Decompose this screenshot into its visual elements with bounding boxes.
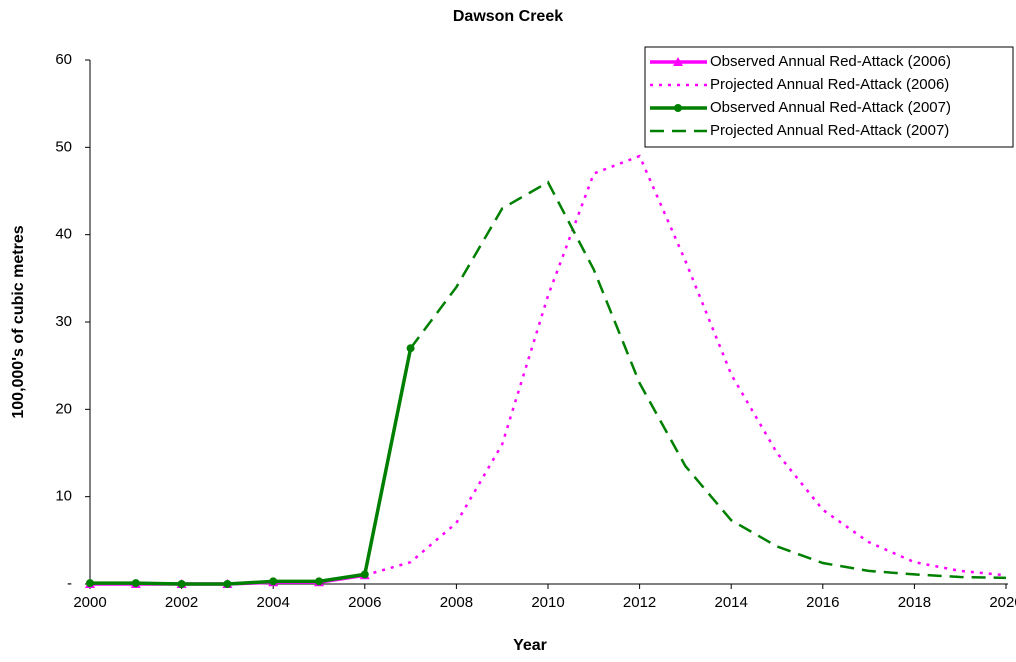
x-tick-label: 2008 <box>440 594 473 611</box>
y-tick-label: 50 <box>55 138 72 155</box>
y-tick-label: - <box>67 575 72 592</box>
marker <box>86 579 94 588</box>
marker <box>360 570 369 579</box>
y-tick-label: 40 <box>55 226 72 243</box>
marker <box>673 57 683 66</box>
x-tick-label: 2018 <box>898 594 931 611</box>
series-line <box>409 180 1007 580</box>
legend-label: Projected Annual Red-Attack (2007) <box>710 122 949 139</box>
marker <box>223 580 232 588</box>
marker <box>674 104 682 112</box>
marker <box>269 577 278 586</box>
y-tick-label: 60 <box>55 51 72 68</box>
x-tick-label: 2004 <box>257 594 290 611</box>
x-tick-label: 2010 <box>531 594 564 611</box>
marker <box>131 579 140 588</box>
y-axis-label: 100,000's of cubic metres <box>10 225 27 418</box>
x-tick-label: 2014 <box>715 594 748 611</box>
y-tick-label: 20 <box>55 400 72 417</box>
x-tick-label: 2016 <box>806 594 839 611</box>
x-tick-label: 2002 <box>165 594 198 611</box>
marker <box>177 580 186 588</box>
y-tick-label: 10 <box>55 488 72 505</box>
x-tick-label: 2020 <box>989 594 1016 611</box>
y-tick-label: 30 <box>55 313 72 330</box>
x-tick-label: 2006 <box>348 594 381 611</box>
series-line <box>364 154 1007 577</box>
legend-label: Observed Annual Red-Attack (2007) <box>710 99 951 116</box>
legend-label: Projected Annual Red-Attack (2006) <box>710 76 949 93</box>
x-tick-label: 2012 <box>623 594 656 611</box>
series-line <box>90 347 413 586</box>
marker <box>315 577 323 586</box>
chart-title: Dawson Creek <box>453 8 563 25</box>
x-axis-label: Year <box>513 637 547 654</box>
legend-label: Observed Annual Red-Attack (2006) <box>710 53 951 70</box>
x-tick-label: 2000 <box>73 594 106 611</box>
